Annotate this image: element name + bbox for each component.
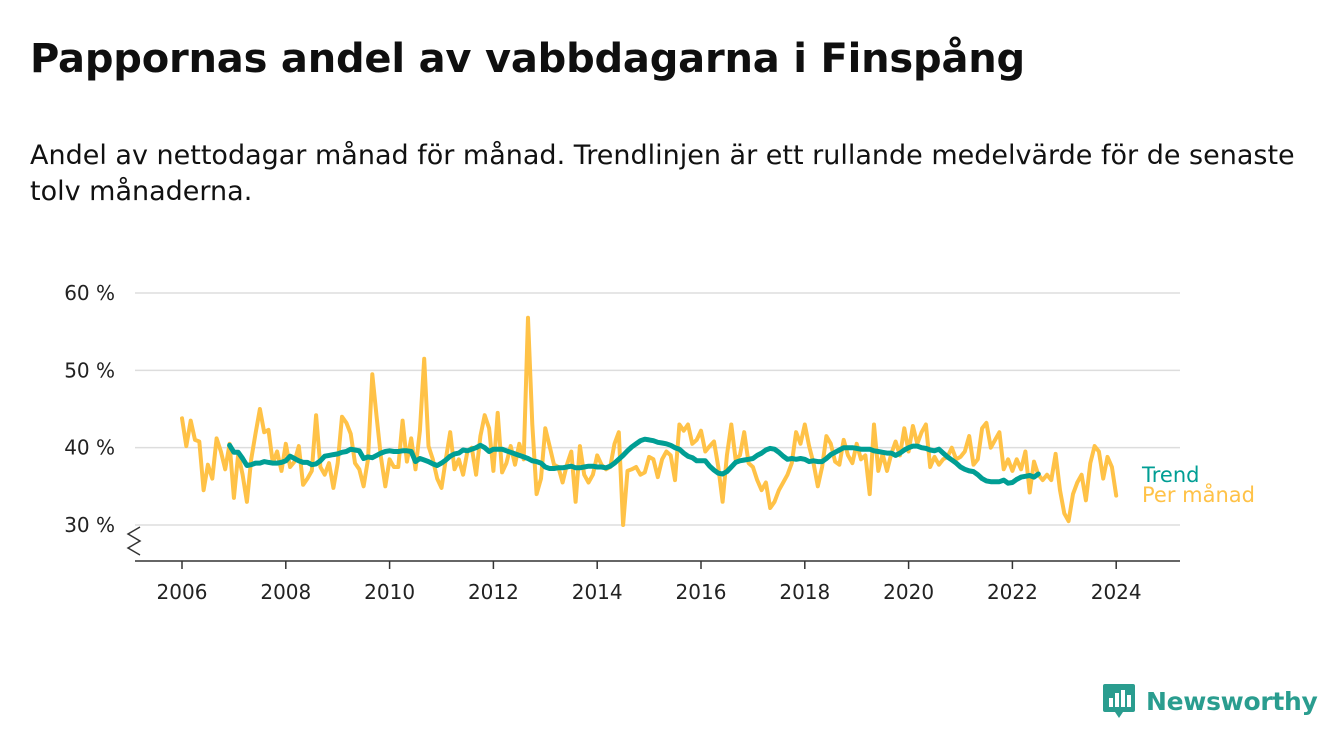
line-chart: 30 % 40 % 50 % 60 % 2006 2008 2010 2012 2014 201…: [64, 281, 1255, 604]
x-tick-label: 2012: [468, 580, 519, 604]
x-tick-label: 2008: [260, 580, 311, 604]
series-label-per-manad: Per månad: [1142, 482, 1255, 507]
x-tick-label: 2010: [364, 580, 415, 604]
y-axis-labels: 30 % 40 % 50 % 60 %: [64, 281, 115, 537]
chart-subtitle: Andel av nettodagar månad för månad. Tre…: [30, 140, 1295, 207]
brand: Newsworthy: [1102, 682, 1318, 720]
x-tick-label: 2016: [676, 580, 727, 604]
series-label-trend: Trend: [1141, 463, 1199, 487]
x-tick-label: 2020: [883, 580, 934, 604]
y-tick-label: 30 %: [64, 513, 115, 537]
y-tick-label: 50 %: [64, 358, 115, 382]
newsworthy-logo-icon: [1103, 684, 1135, 718]
x-tick-label: 2018: [779, 580, 830, 604]
series-lines: [180, 315, 1119, 527]
series-line-per-manad: [180, 315, 1119, 527]
x-tick-label: 2014: [572, 580, 623, 604]
x-tick-label: 2006: [157, 580, 208, 604]
x-axis: [126, 526, 1180, 569]
chart-title: Pappornas andel av vabbdagarna i Finspån…: [30, 36, 1025, 82]
axis-break-icon: [126, 526, 142, 556]
y-tick-label: 60 %: [64, 281, 115, 305]
x-tick-label: 2022: [987, 580, 1038, 604]
x-tick-label: 2024: [1091, 580, 1142, 604]
y-tick-label: 40 %: [64, 436, 115, 460]
grid-lines: [135, 292, 1180, 526]
x-axis-labels: 2006 2008 2010 2012 2014 2016 2018 2020 2022 2024: [157, 580, 1142, 604]
series-line-trend: [227, 436, 1041, 486]
brand-name: Newsworthy: [1146, 686, 1318, 716]
